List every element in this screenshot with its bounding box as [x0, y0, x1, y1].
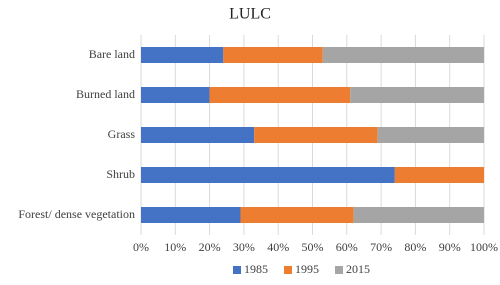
legend-label: 1985 [244, 262, 268, 276]
y-tick-label: Bare land [89, 47, 135, 61]
bar-segment [141, 207, 241, 223]
chart-title: LULC [229, 6, 271, 23]
x-tick-label: 60% [336, 240, 358, 254]
bar-segment [141, 87, 210, 103]
bar-segment [322, 47, 484, 63]
x-tick-label: 30% [233, 240, 255, 254]
bar-segment [254, 127, 378, 143]
bar-segment [141, 167, 395, 183]
x-tick-label: 0% [133, 240, 149, 254]
legend-swatch [335, 266, 343, 274]
bar-segment [209, 87, 351, 103]
x-tick-label: 50% [302, 240, 324, 254]
legend-swatch [284, 266, 292, 274]
y-tick-label: Forest/ dense vegetation [18, 207, 135, 221]
bar-segment [377, 127, 484, 143]
bar-segment [394, 167, 484, 183]
x-tick-label: 10% [164, 240, 186, 254]
bar-segment [353, 207, 484, 223]
y-tick-label: Grass [108, 127, 136, 141]
bar-segment [240, 207, 354, 223]
x-tick-label: 80% [404, 240, 426, 254]
x-tick-label: 90% [439, 240, 461, 254]
legend-label: 1995 [295, 262, 319, 276]
legend-swatch [233, 266, 241, 274]
y-tick-label: Shrub [106, 167, 135, 181]
bar-segment [350, 87, 484, 103]
x-tick-label: 40% [267, 240, 289, 254]
x-tick-label: 70% [370, 240, 392, 254]
bar-segment [223, 47, 323, 63]
legend-label: 2015 [346, 262, 370, 276]
x-tick-label: 100% [470, 240, 498, 254]
y-tick-label: Burned land [76, 87, 135, 101]
bar-segment [141, 47, 224, 63]
bar-segment [141, 127, 255, 143]
x-tick-label: 20% [199, 240, 221, 254]
